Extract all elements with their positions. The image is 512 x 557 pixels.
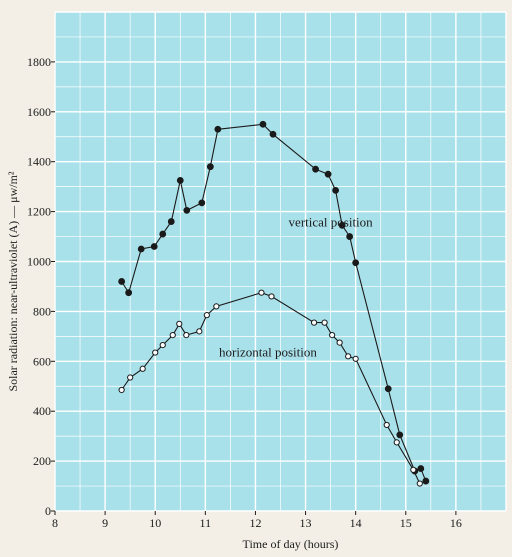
- data-point-series-1: [150, 243, 158, 250]
- data-point-series-1: [198, 199, 206, 207]
- y-tick-label: 1000: [27, 255, 51, 269]
- y-axis-title: Solar radiation: near-ultraviolet (A) — …: [6, 171, 20, 391]
- data-point-series-1: [269, 130, 277, 138]
- data-point-series-2: [183, 332, 190, 339]
- data-point-series-1: [176, 177, 184, 184]
- data-point-series-2: [152, 349, 159, 356]
- data-point-series-1: [417, 465, 425, 472]
- data-point-series-2: [258, 289, 265, 296]
- data-point-series-1: [125, 289, 133, 297]
- data-point-series-2: [416, 480, 423, 487]
- data-point-series-2: [393, 439, 400, 446]
- data-point-series-2: [196, 328, 203, 335]
- y-tick-label: 1800: [27, 55, 51, 69]
- data-point-series-1: [338, 221, 346, 229]
- x-tick-label: 10: [149, 516, 161, 530]
- data-point-series-1: [206, 163, 214, 171]
- x-tick-label: 14: [350, 516, 362, 530]
- data-point-series-2: [159, 341, 166, 349]
- data-point-series-2: [268, 293, 275, 300]
- annotation-vertical-position: vertical position: [289, 215, 374, 230]
- x-tick-label: 15: [400, 516, 412, 530]
- data-point-series-1: [396, 431, 404, 439]
- data-point-series-2: [127, 374, 134, 381]
- x-tick-label: 9: [102, 516, 108, 530]
- x-tick-label: 16: [450, 516, 462, 530]
- x-axis-title: Time of day (hours): [243, 537, 339, 551]
- data-point-series-1: [352, 259, 360, 267]
- data-point-series-1: [312, 165, 319, 173]
- data-point-series-2: [329, 332, 336, 339]
- data-point-series-2: [336, 339, 343, 346]
- y-tick-label: 1600: [27, 105, 51, 119]
- y-tick-label: 200: [33, 454, 51, 468]
- data-point-series-1: [159, 230, 167, 238]
- data-point-series-2: [321, 319, 328, 326]
- data-point-series-2: [410, 466, 417, 473]
- y-tick-label: 1200: [27, 205, 51, 219]
- data-point-series-2: [118, 386, 125, 394]
- data-point-series-1: [422, 477, 430, 485]
- data-point-series-1: [346, 233, 354, 240]
- x-tick-label: 11: [200, 516, 212, 530]
- data-series: [118, 120, 430, 487]
- data-point-series-1: [137, 245, 145, 253]
- x-tick-label: 13: [300, 516, 312, 530]
- y-tick-label: 800: [33, 304, 51, 318]
- y-tick-label: 1400: [27, 155, 51, 169]
- data-point-series-1: [118, 278, 126, 285]
- y-tick-label: 400: [33, 404, 51, 418]
- axis-ticks: 8 9 10 11 12 13 14 15 16 0 200 400 600 800 1000 1200 140…: [27, 55, 462, 530]
- data-point-series-2: [139, 365, 146, 372]
- data-point-series-1: [167, 218, 175, 225]
- data-point-series-2: [310, 319, 318, 326]
- data-point-series-2: [176, 320, 183, 327]
- data-point-series-2: [169, 332, 176, 339]
- data-point-series-2: [352, 355, 359, 362]
- data-point-series-2: [213, 303, 220, 310]
- x-tick-label: 8: [52, 516, 58, 530]
- data-point-series-2: [383, 421, 390, 429]
- data-point-series-1: [384, 385, 392, 393]
- data-point-series-2: [203, 312, 210, 319]
- annotation-horizontal-position: horizontal position: [219, 344, 317, 359]
- data-point-series-1: [214, 125, 222, 133]
- data-point-series-1: [259, 120, 267, 128]
- data-point-series-1: [332, 186, 340, 194]
- grid: [54, 11, 507, 512]
- data-point-series-2: [345, 353, 352, 360]
- data-point-series-1: [183, 206, 191, 214]
- y-tick-label: 600: [33, 354, 51, 368]
- y-tick-label: 0: [45, 504, 51, 518]
- data-point-series-1: [324, 170, 332, 178]
- x-tick-label: 12: [249, 516, 261, 530]
